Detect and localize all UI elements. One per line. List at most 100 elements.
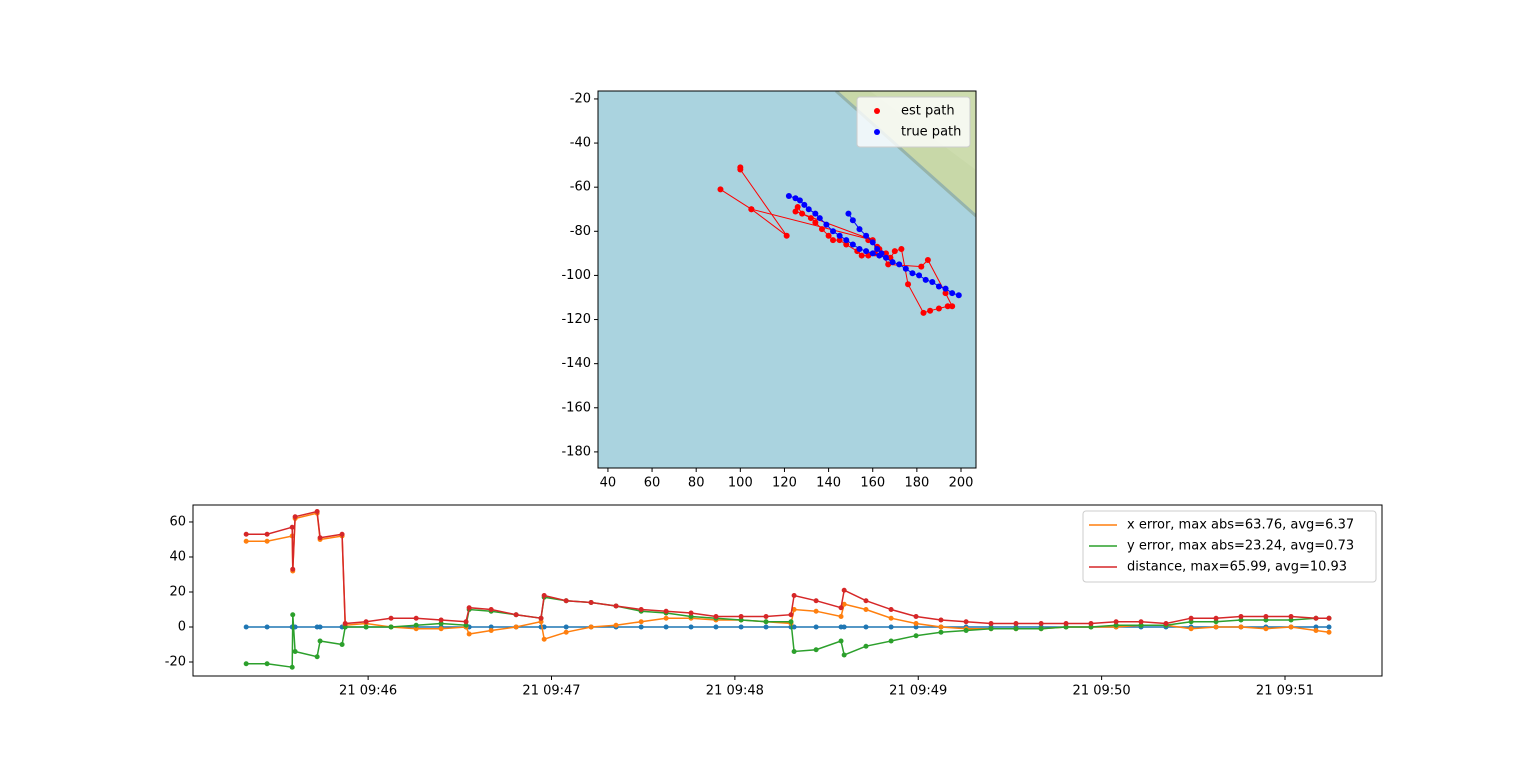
data-point: [825, 232, 832, 239]
data-point: [942, 285, 949, 292]
data-point: [838, 613, 844, 619]
data-point: [823, 221, 830, 228]
data-point: [663, 615, 669, 621]
data-point: [688, 624, 694, 630]
data-point: [845, 210, 852, 217]
data-point: [1263, 626, 1269, 632]
data-point: [841, 601, 847, 607]
y-tick-label: -100: [561, 268, 591, 283]
legend-marker: [874, 108, 880, 114]
data-point: [317, 638, 323, 644]
legend-box: [856, 96, 971, 148]
data-point: [538, 619, 544, 625]
data-point: [541, 592, 547, 598]
data-point: [688, 613, 694, 619]
data-point: [838, 638, 844, 644]
data-point: [841, 624, 847, 630]
data-point: [1188, 615, 1194, 621]
data-point: [913, 620, 919, 626]
data-point: [938, 617, 944, 623]
data-point: [791, 624, 797, 630]
data-point: [1013, 620, 1019, 626]
legend-box: [1082, 510, 1377, 583]
data-point: [813, 624, 819, 630]
data-point: [339, 531, 345, 537]
data-point: [843, 241, 850, 248]
data-point: [849, 241, 856, 248]
data-point: [812, 219, 819, 226]
data-point: [466, 631, 472, 637]
x-tick-label: 160: [860, 476, 885, 491]
y-tick-label: -60: [570, 180, 591, 195]
y-tick-label: -80: [570, 224, 591, 239]
x-tick-label: 21 09:47: [522, 684, 580, 699]
data-point: [909, 270, 916, 277]
data-point: [688, 610, 694, 616]
data-point: [938, 624, 944, 630]
data-point: [588, 624, 594, 630]
x-tick-label: 21 09:50: [1073, 684, 1131, 699]
x-tick-label: 120: [772, 476, 797, 491]
data-point: [763, 613, 769, 619]
data-point: [613, 603, 619, 609]
data-point: [342, 624, 348, 630]
data-point: [1288, 617, 1294, 623]
data-point: [898, 245, 905, 252]
data-point: [863, 643, 869, 649]
x-tick-label: 60: [644, 476, 661, 491]
data-point: [1088, 624, 1094, 630]
data-point: [830, 237, 837, 244]
data-point: [807, 215, 814, 222]
data-point: [488, 627, 494, 633]
data-point: [836, 232, 843, 239]
data-point: [663, 608, 669, 614]
data-point: [813, 647, 819, 653]
data-point: [314, 508, 320, 514]
data-point: [783, 232, 790, 239]
legend-label: true path: [901, 125, 961, 140]
data-point: [791, 648, 797, 654]
data-point: [791, 606, 797, 612]
data-point: [1238, 617, 1244, 623]
data-point: [882, 250, 889, 257]
data-point: [463, 622, 469, 628]
data-point: [243, 624, 249, 630]
data-point: [317, 535, 323, 541]
data-point: [858, 252, 865, 259]
data-point: [791, 592, 797, 598]
data-point: [1288, 624, 1294, 630]
series-line: [246, 596, 1329, 669]
data-point: [363, 619, 369, 625]
data-point: [955, 292, 962, 299]
data-point: [1326, 615, 1332, 621]
x-tick-label: 21 09:46: [339, 684, 397, 699]
data-point: [513, 624, 519, 630]
data-point: [1038, 620, 1044, 626]
data-point: [438, 620, 444, 626]
data-point: [563, 629, 569, 635]
data-point: [541, 636, 547, 642]
data-point: [1288, 613, 1294, 619]
data-point: [812, 210, 819, 217]
x-tick-label: 21 09:48: [706, 684, 764, 699]
x-tick-label: 21 09:49: [889, 684, 947, 699]
data-point: [1163, 620, 1169, 626]
data-point: [888, 624, 894, 630]
data-point: [264, 661, 270, 667]
data-point: [942, 290, 949, 297]
data-point: [796, 197, 803, 204]
data-point: [816, 215, 823, 222]
data-point: [388, 624, 394, 630]
data-point: [1213, 624, 1219, 630]
data-point: [488, 606, 494, 612]
y-tick-label: -20: [165, 654, 186, 669]
data-point: [413, 615, 419, 621]
data-point: [538, 615, 544, 621]
data-point: [737, 166, 744, 173]
data-point: [794, 204, 801, 211]
data-point: [1263, 617, 1269, 623]
data-point: [849, 217, 856, 224]
legend-marker: [874, 129, 880, 135]
plot-area: [717, 164, 962, 316]
data-point: [1138, 619, 1144, 625]
